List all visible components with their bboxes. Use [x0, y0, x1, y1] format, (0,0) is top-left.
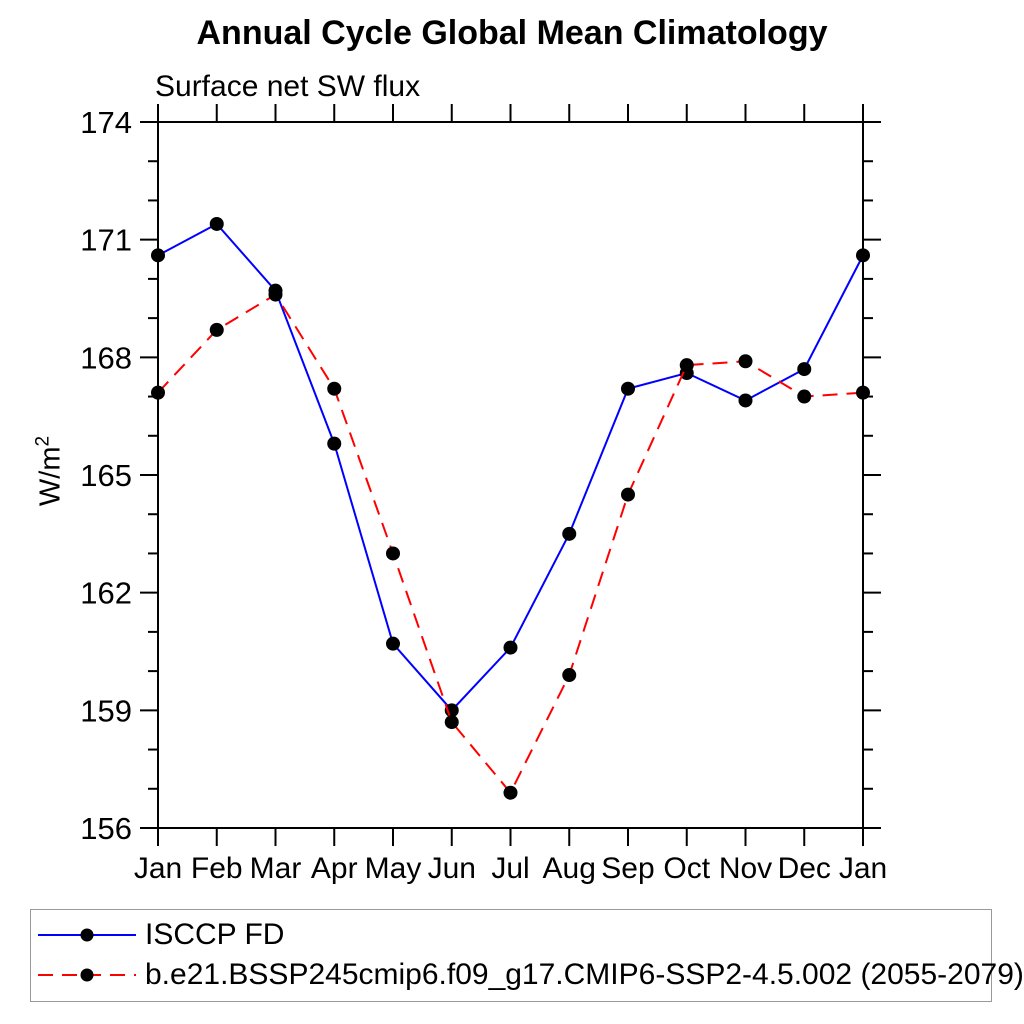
x-tick-label: Apr [311, 852, 358, 885]
y-tick-label: 171 [80, 223, 132, 258]
series-1-marker [386, 546, 400, 561]
legend-key-dashed-line-icon [38, 968, 136, 982]
legend-marker-dot-icon [80, 928, 94, 942]
series-1-marker [679, 358, 694, 373]
series-0-marker [386, 636, 400, 651]
series-1-marker [444, 715, 459, 730]
series-0-marker [797, 362, 812, 377]
series-1-marker [856, 385, 870, 400]
series-0-marker [738, 393, 753, 408]
series-0-marker [209, 216, 224, 231]
x-tick-label: Nov [719, 852, 772, 885]
series-1-marker [621, 487, 635, 502]
x-tick-label: Jul [491, 852, 529, 885]
y-tick-label: 174 [80, 105, 132, 140]
legend-item-isccp: ISCCP FD [31, 915, 991, 955]
series-1-marker [327, 381, 342, 396]
legend-label: b.e21.BSSP245cmip6.f09_g17.CMIP6-SSP2-4.… [145, 958, 1024, 991]
x-tick-label: Jan [134, 852, 182, 885]
y-tick-label: 159 [80, 693, 132, 728]
y-tick-label: 162 [80, 576, 132, 611]
legend-label: ISCCP FD [145, 918, 285, 951]
series-1-marker [503, 785, 518, 800]
chart-title: Annual Cycle Global Mean Climatology [196, 14, 828, 52]
x-tick-label: Mar [250, 852, 302, 885]
x-tick-label: Sep [601, 852, 654, 885]
legend-marker-dot-icon [80, 968, 94, 982]
legend-key-solid-line-icon [38, 928, 136, 942]
chart-subtitle: Surface net SW flux [155, 70, 421, 103]
series-0-marker [327, 436, 342, 451]
x-tick-label: Jan [839, 852, 887, 885]
series-1-marker [209, 322, 224, 337]
series-line-0 [157, 222, 864, 712]
legend-box: ISCCP FD b.e21.BSSP245cmip6.f09_g17.CMIP… [30, 909, 1024, 1002]
legend-item-model: b.e21.BSSP245cmip6.f09_g17.CMIP6-SSP2-4.… [31, 955, 1024, 995]
y-tick-label: 156 [80, 811, 132, 846]
y-tick-label: 165 [80, 458, 132, 493]
series-1-marker [738, 354, 753, 369]
x-tick-label: Oct [663, 852, 710, 885]
series-1-marker [797, 389, 812, 404]
x-tick-label: Dec [778, 852, 831, 885]
series-0-marker [562, 526, 577, 541]
x-tick-label: Jun [428, 852, 476, 885]
series-0-marker [621, 381, 635, 396]
y-tick-label: 168 [80, 340, 132, 375]
series-0-marker [503, 640, 518, 655]
series-line-1 [157, 293, 864, 795]
series-0-marker [856, 248, 870, 263]
x-tick-label: May [365, 852, 422, 885]
series-1-marker [268, 287, 283, 302]
x-tick-label: Aug [543, 852, 596, 885]
series-1-marker [151, 385, 165, 400]
series-1-marker [562, 668, 577, 683]
series-0-marker [151, 248, 165, 263]
x-tick-label: Feb [191, 852, 243, 885]
